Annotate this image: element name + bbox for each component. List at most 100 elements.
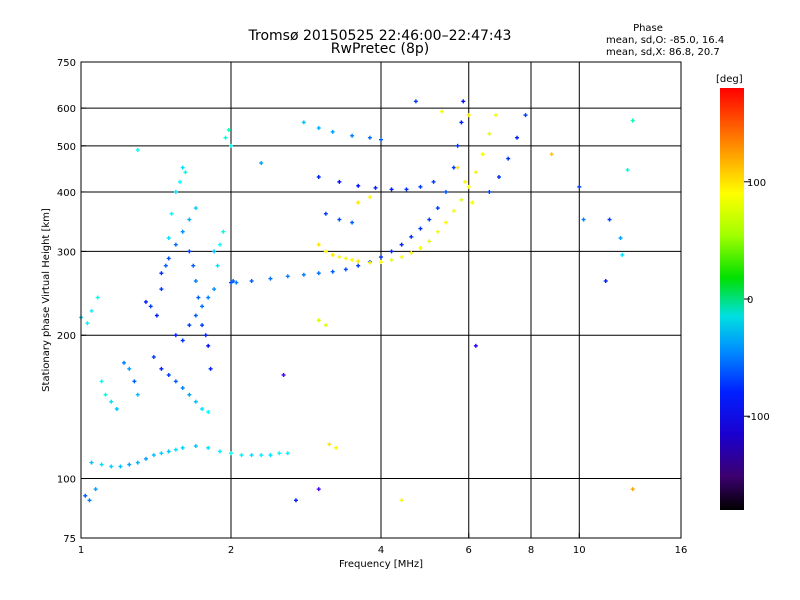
data-point [217,449,222,454]
data-point [418,246,423,251]
data-point [87,498,92,503]
data-point [343,267,348,272]
y-axis-label: Stationary phase Virtual Height [km] [41,208,52,392]
data-point [173,379,178,384]
data-point [234,280,239,285]
data-point [293,498,298,503]
data-point [515,135,520,140]
data-point [418,226,423,231]
data-point [215,263,220,268]
data-point [200,406,205,411]
data-point [431,179,436,184]
data-point [301,120,306,125]
colorbar-tick-label: 0 [747,295,753,306]
data-point [93,487,98,492]
x-tick-label: 8 [528,545,534,556]
data-point [506,156,511,161]
x-tick-label: 1 [78,545,84,556]
data-point [301,272,306,277]
data-point [99,462,104,467]
data-point [577,184,582,189]
data-point [180,338,185,343]
data-point [208,366,213,371]
data-point [487,131,492,136]
data-point [455,143,460,148]
data-point [143,299,148,304]
colorbar-unit: [deg] [716,74,743,85]
data-point [166,236,171,241]
data-point [180,229,185,234]
data-point [435,229,440,234]
data-point [193,313,198,318]
data-point [356,200,361,205]
chart-title: Tromsø 20150525 22:46:00–22:47:43 [248,28,512,44]
data-point [249,279,254,284]
data-point [451,165,456,170]
data-point [154,313,159,318]
data-point [135,147,140,152]
data-point [187,249,192,254]
data-point [496,174,501,179]
x-tick-label: 4 [378,545,384,556]
data-point [356,259,361,264]
y-tick-label: 600 [57,104,76,115]
data-point [159,451,164,456]
data-point [316,318,321,323]
data-point [231,279,236,284]
data-point [466,184,471,189]
data-point [323,211,328,216]
data-point [337,179,342,184]
data-point [607,217,612,222]
x-tick-label: 16 [675,545,688,556]
data-point [99,379,104,384]
data-point [180,385,185,390]
chart-subtitle: RwPretec (8p) [331,41,429,57]
data-point [356,183,361,188]
data-point [187,323,192,328]
y-axis: 75 100 200 300 400 500 600 750 [57,58,86,545]
data-point [330,252,335,257]
data-point [239,453,244,458]
data-point [367,260,372,265]
data-point [259,453,264,458]
data-point [330,269,335,274]
data-point [343,256,348,261]
y-tick-label: 500 [57,142,76,153]
data-point [166,256,171,261]
data-point [330,129,335,134]
data-point [603,279,608,284]
y-tick-label: 100 [57,475,76,486]
data-point [203,333,208,338]
data-point [196,295,201,300]
data-point [193,399,198,404]
data-point [630,487,635,492]
data-point [148,304,153,309]
y-tick-label: 200 [57,331,76,342]
colorbar-tick-label: 100 [747,178,766,189]
data-point [159,366,164,371]
data-point [212,287,217,292]
data-point [620,252,625,257]
data-point [83,493,88,498]
data-point [143,456,148,461]
data-point [523,113,528,118]
data-point [187,392,192,397]
data-point [367,195,372,200]
data-point [229,143,233,148]
y-tick-label: 300 [57,247,76,258]
data-point [461,99,466,104]
data-point [281,373,286,378]
data-point [379,260,383,265]
data-point [89,460,94,465]
data-point [206,409,211,414]
data-point [493,113,498,118]
data-point [193,444,198,449]
data-point [549,152,554,157]
colorbar [720,88,744,510]
data-point [173,242,178,247]
grid [81,62,681,538]
data-point [226,127,231,132]
data-point [487,189,492,194]
y-tick-label: 750 [57,58,76,69]
